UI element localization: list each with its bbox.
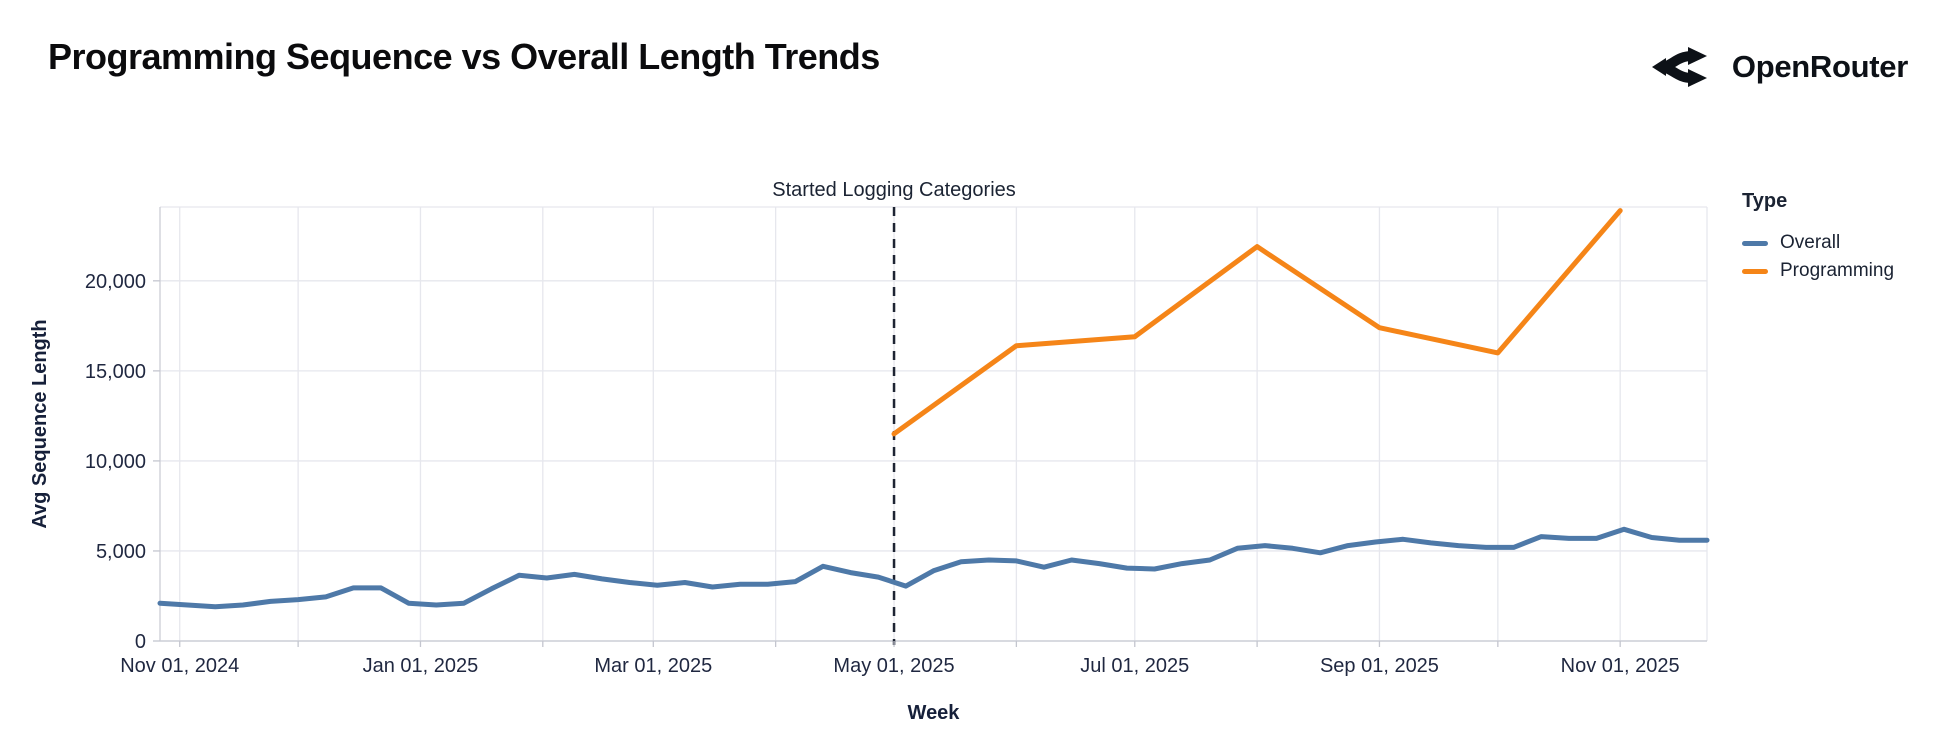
- legend-item-label: Overall: [1780, 232, 1841, 253]
- x-tick-label: Jan 01, 2025: [363, 655, 479, 677]
- gridlines: [159, 206, 1708, 642]
- x-tick-label: Jul 01, 2025: [1080, 655, 1189, 677]
- y-axis: 0 5,000 10,000 15,000 20,000 Avg Sequence Len…: [29, 271, 160, 653]
- x-tick-label: Nov 01, 2024: [120, 655, 239, 677]
- legend-item-programming[interactable]: Programming: [1742, 257, 1894, 285]
- annotation-label: Started Logging Categories: [772, 179, 1016, 201]
- y-tick-label: 10,000: [85, 451, 146, 473]
- y-axis-title: Avg Sequence Length: [29, 319, 51, 528]
- legend-item-label: Programming: [1780, 260, 1895, 281]
- x-tick-label: Mar 01, 2025: [594, 655, 712, 677]
- overall-line: [157, 526, 1710, 610]
- x-axis-title: Week: [908, 702, 961, 724]
- programming-line-swatch: [1742, 268, 1768, 274]
- x-tick-label: May 01, 2025: [833, 655, 954, 677]
- overall-line-swatch: [1742, 240, 1768, 246]
- y-tick-label: 0: [135, 631, 146, 653]
- brand-name: OpenRouter: [1731, 49, 1908, 84]
- x-tick-label: Sep 01, 2025: [1320, 655, 1439, 677]
- y-tick-label: 15,000: [85, 361, 146, 383]
- y-tick-label: 5,000: [96, 541, 146, 563]
- page-title: Programming Sequence vs Overall Length T…: [48, 36, 880, 77]
- legend-title: Type: [1742, 190, 1788, 212]
- openrouter-logo-icon: [1651, 47, 1707, 87]
- x-tick-label: Nov 01, 2025: [1561, 655, 1680, 677]
- x-axis: Nov 01, 2024 Jan 01, 2025 Mar 01, 2025 May …: [120, 641, 1680, 724]
- y-tick-label: 20,000: [85, 271, 146, 293]
- legend-item-overall[interactable]: Overall: [1742, 229, 1894, 257]
- legend: Type Overall Programming: [1742, 190, 1894, 285]
- programming-line: [891, 208, 1623, 437]
- annotation-rule: Started Logging Categories: [772, 179, 1016, 645]
- brand: OpenRouter: [1651, 44, 1908, 90]
